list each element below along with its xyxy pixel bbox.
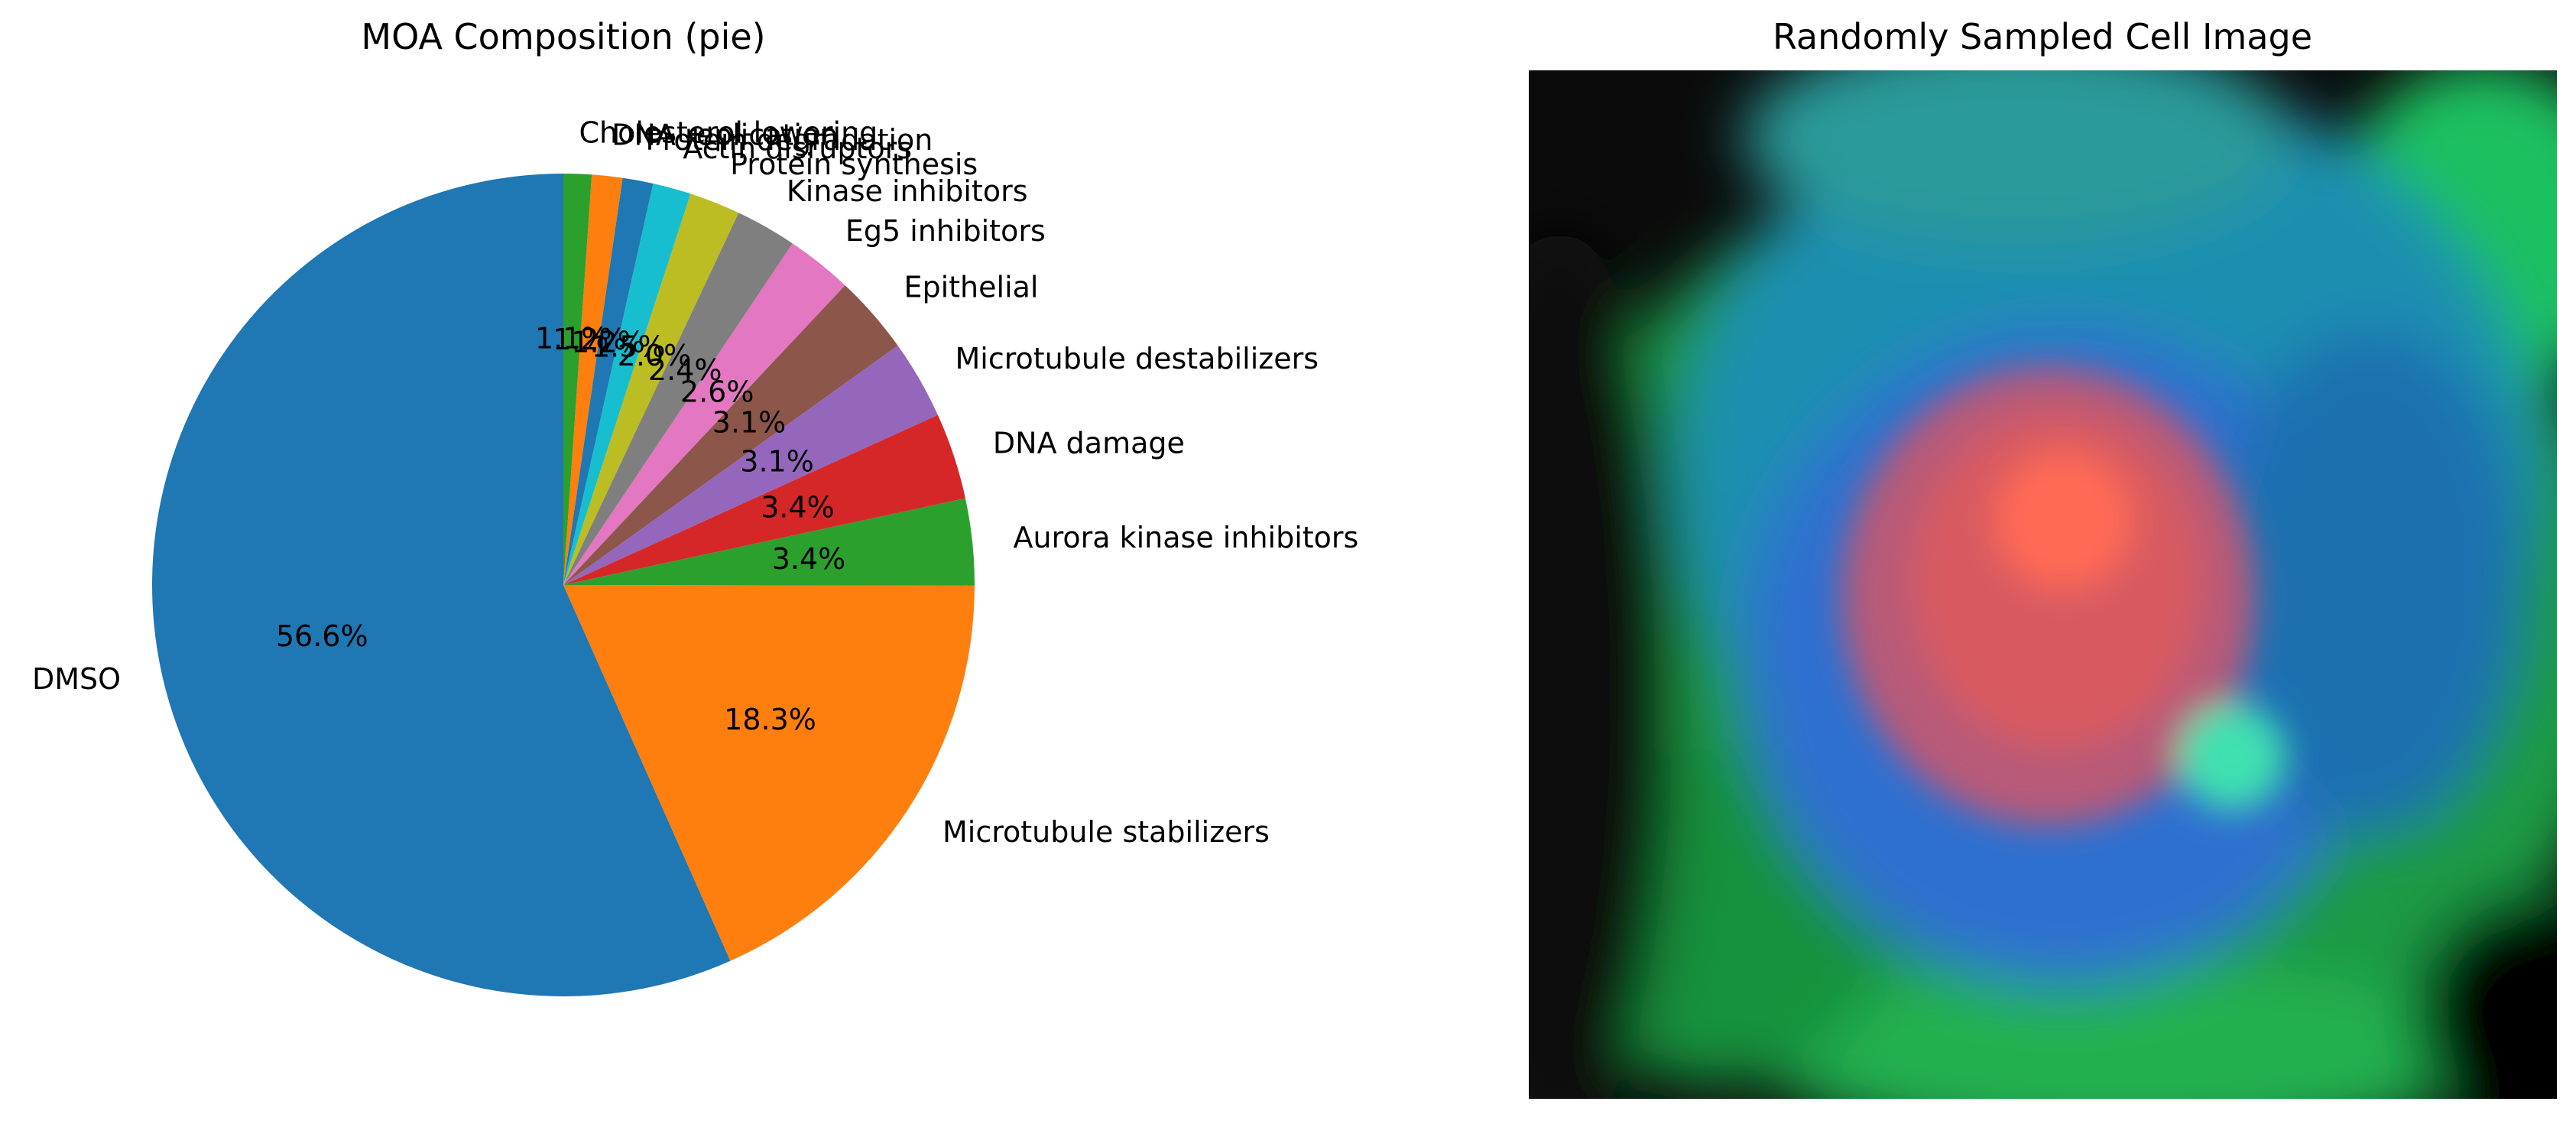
pie-percent-label: 18.3% [724,703,816,736]
pie-category-label: DNA replication [612,119,838,152]
pie-percent-label: 1.2% [571,326,645,359]
pie-category-label: DMSO [32,662,121,696]
pie-slice [563,177,654,585]
pie-percent-labels: 56.6%18.3%3.4%3.4%3.1%3.1%2.6%2.4%2.0%1.… [276,321,845,736]
pie-category-label: Aurora kinase inhibitors [1014,521,1359,554]
pie-percent-label: 2.4% [648,353,722,387]
pie-percent-label: 3.4% [772,542,846,576]
pie-slice [563,183,691,585]
pie-category-label: Microtubule stabilizers [942,815,1270,849]
pie-category-label: DNA damage [993,426,1185,460]
pie-slice [563,193,739,585]
pie-percent-label: 1.2% [553,323,627,356]
pie-category-labels: DMSO Microtubule stabilizers Aurora kinase… [32,116,1358,849]
pie-percent-label: 56.6% [276,619,368,653]
pie-slice [563,498,975,586]
pie-slice [563,174,592,585]
pie-category-label: Epithelial [904,270,1038,304]
pie-slice [563,585,975,961]
pie-slice [563,345,938,585]
pie-slice [563,285,898,585]
pie-panel: MOA Composition (pie) 56.6% 18.3% 3.4% 3.4%… [32,16,1358,996]
pie-slices [151,174,975,996]
pie-percent-label: 3.1% [712,405,787,439]
cell-image [1529,70,2557,1099]
pie-category-label: Kinase inhibitors [787,174,1028,208]
pie-percent-label: 1.5% [592,330,666,364]
pie-slice [563,174,623,585]
pie-percent-label: 2.0% [618,339,692,372]
pie-category-label: Cholesterol-lowering [579,116,878,150]
pie-category-label: Protein degradation [645,123,933,157]
pie-slice [563,414,965,585]
pie-category-label: Microtubule destabilizers [955,342,1319,375]
pie-category-label: Actin disruptors [683,132,912,165]
pie-slice [563,213,793,585]
image-panel: Randomly Sampled Cell Image [1529,16,2557,1099]
pie-category-label: Protein synthesis [730,148,978,181]
pie-slice [563,243,845,585]
image-title: Randomly Sampled Cell Image [1773,16,2312,57]
pie-slice [151,174,731,996]
pie-percent-label: 1.1% [535,321,609,355]
pie-title: MOA Composition (pie) [361,16,765,57]
pie-percent-label: 3.1% [740,445,814,479]
pie-percent-label: 3.4% [761,491,835,525]
pie-category-label: Eg5 inhibitors [845,214,1046,248]
pie-percent-label: 2.6% [680,375,754,409]
